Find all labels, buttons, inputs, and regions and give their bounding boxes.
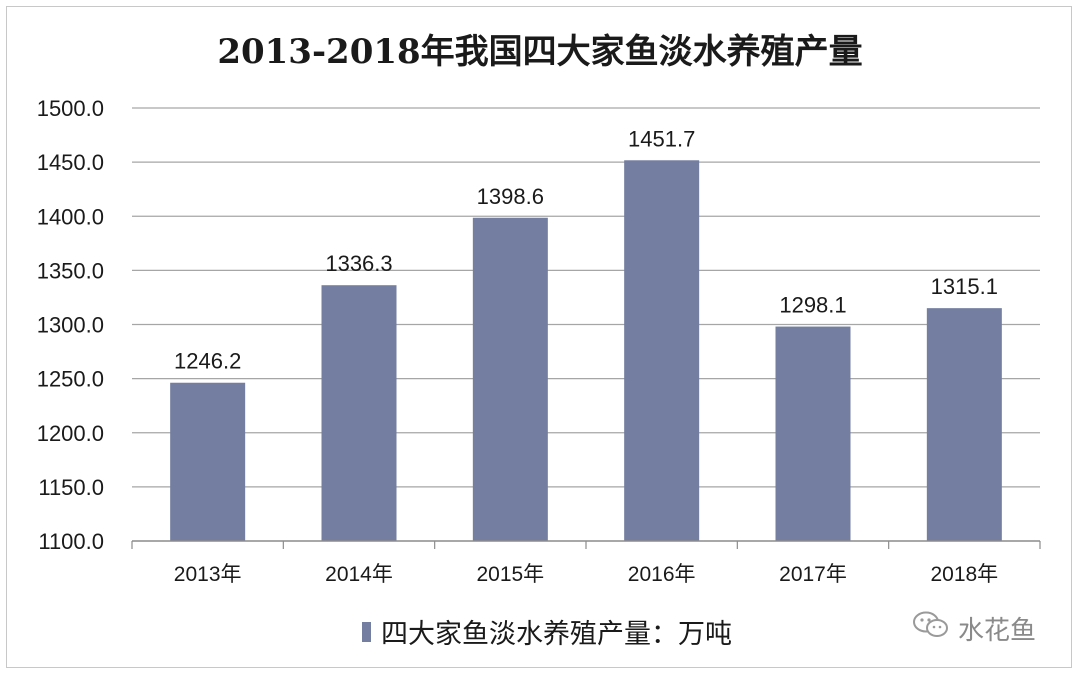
data-label: 1298.1 — [779, 293, 846, 318]
y-tick-label: 1200.0 — [37, 421, 104, 446]
bars — [170, 160, 1002, 542]
bar — [926, 308, 1002, 541]
x-tick-label: 2017年 — [779, 563, 847, 586]
y-tick-label: 1300.0 — [37, 313, 104, 338]
data-label: 1398.6 — [477, 184, 544, 209]
data-label: 1315.1 — [931, 274, 998, 299]
data-label: 1336.3 — [325, 251, 392, 276]
legend-swatch — [362, 621, 371, 642]
y-tick-label: 1100.0 — [38, 529, 104, 554]
watermark-text: 水花鱼 — [958, 615, 1037, 645]
y-tick-label: 1450.0 — [37, 150, 104, 175]
data-label: 1246.2 — [174, 349, 241, 374]
wechat-bubble-icon — [912, 610, 950, 647]
y-axis-ticks: 1100.0 1150.0 1200.0 1250.0 1300.0 1350.0 1400… — [37, 96, 104, 554]
chart-title: 2013-2018年我国四大家鱼淡水养殖产量 — [217, 32, 863, 72]
bar — [472, 217, 548, 541]
x-tick-label: 2013年 — [174, 563, 242, 586]
data-label: 1451.7 — [628, 126, 695, 151]
x-tick-label: 2015年 — [476, 563, 544, 586]
y-tick-label: 1250.0 — [37, 367, 104, 392]
y-tick-label: 1400.0 — [37, 204, 104, 229]
bar — [775, 326, 851, 541]
bar — [321, 285, 397, 541]
legend-label: 四大家鱼淡水养殖产量：万吨 — [381, 619, 732, 649]
watermark: 水花鱼 — [912, 610, 1036, 647]
legend: 四大家鱼淡水养殖产量：万吨 — [362, 612, 732, 651]
y-tick-label: 1150.0 — [38, 475, 104, 500]
x-tick-label: 2018年 — [930, 563, 998, 586]
bar — [170, 382, 246, 541]
gridlines — [132, 107, 1040, 488]
y-tick-label: 1350.0 — [37, 258, 104, 283]
x-axis: 2013年 2014年 2015年 2016年 2017年 2018年 — [131, 540, 1041, 586]
y-tick-label: 1500.0 — [37, 96, 104, 121]
bar — [624, 160, 700, 542]
x-tick-label: 2014年 — [325, 563, 393, 586]
data-labels: 1246.2 1336.3 1398.6 1451.7 1298.1 1315.1 — [174, 126, 998, 373]
x-tick-label: 2016年 — [628, 563, 696, 586]
